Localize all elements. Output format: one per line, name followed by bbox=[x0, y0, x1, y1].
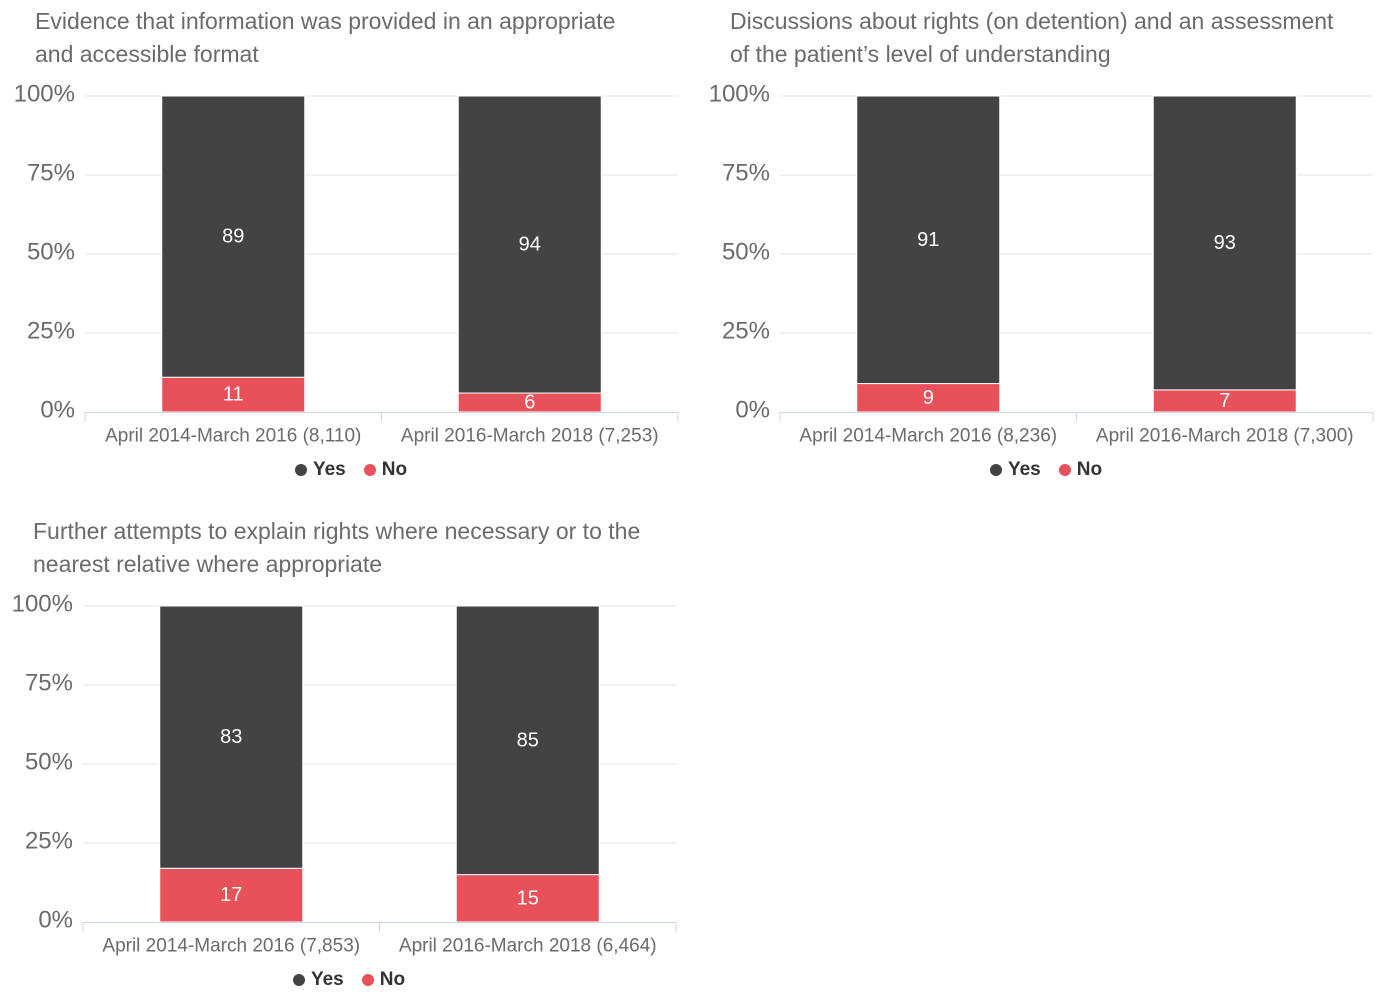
data-label-no: 9 bbox=[923, 387, 934, 409]
legend-label-no: No bbox=[381, 459, 408, 480]
data-label-yes: 89 bbox=[222, 226, 244, 248]
data-label-no: 17 bbox=[220, 884, 242, 906]
legend: Yes No bbox=[249, 968, 449, 992]
legend-label-yes: Yes bbox=[312, 459, 346, 480]
data-label-yes: 93 bbox=[1214, 232, 1236, 254]
y-axis-label: 50% bbox=[25, 749, 73, 776]
legend: Yes No bbox=[946, 458, 1146, 482]
bar-segment-yes bbox=[856, 95, 1001, 385]
legend-item-no[interactable]: No bbox=[361, 968, 406, 992]
bar-segment-no bbox=[159, 867, 304, 923]
bar-segment-no bbox=[455, 874, 600, 923]
y-axis-label: 0% bbox=[40, 397, 75, 424]
bar-segment-yes bbox=[1152, 95, 1297, 391]
y-axis-label: 50% bbox=[722, 239, 770, 266]
bar-segment-yes bbox=[159, 605, 304, 869]
bar-segment-yes bbox=[455, 605, 600, 876]
stacked-bar-chart: 0% 25% 50% 75% 100% 17 83 April 2014-March 2016… bbox=[12, 591, 677, 957]
legend-item-no[interactable]: No bbox=[1058, 458, 1103, 482]
legend-marker-yes bbox=[292, 974, 305, 986]
bar-segment-yes bbox=[161, 95, 306, 378]
chart-panel-information-format: Evidence that information was provided i… bbox=[0, 0, 681, 482]
chart-title: Evidence that information was provided i… bbox=[35, 8, 616, 67]
y-axis-label: 100% bbox=[709, 81, 770, 108]
legend-item-yes[interactable]: Yes bbox=[989, 458, 1041, 482]
legend-marker-no bbox=[363, 464, 376, 476]
y-axis-label: 50% bbox=[27, 239, 75, 266]
data-label-yes: 91 bbox=[917, 229, 939, 251]
legend-marker-yes bbox=[989, 464, 1002, 476]
y-axis-label: 25% bbox=[25, 828, 73, 855]
legend-label-no: No bbox=[379, 969, 406, 990]
bar-segment-no bbox=[856, 383, 1001, 413]
x-axis-category-label: April 2014-March 2016 (7,853) bbox=[102, 936, 360, 957]
y-axis-label: 0% bbox=[735, 397, 770, 424]
chart-title: Further attempts to explain rights where… bbox=[33, 518, 641, 577]
x-axis-category-label: April 2016-March 2018 (7,253) bbox=[401, 426, 659, 447]
y-axis-label: 25% bbox=[27, 318, 75, 345]
legend-label-no: No bbox=[1076, 459, 1103, 480]
chart-title: Discussions about rights (on detention) … bbox=[730, 8, 1334, 67]
y-axis-label: 75% bbox=[25, 670, 73, 697]
data-label-yes: 83 bbox=[220, 726, 242, 748]
data-label-no: 7 bbox=[1219, 390, 1230, 412]
stacked-bar-chart: 0% 25% 50% 75% 100% 9 91 April 2014-March 2016 … bbox=[709, 81, 1374, 447]
legend-marker-no bbox=[361, 974, 374, 986]
stacked-bar-chart: 0% 25% 50% 75% 100% 11 89 April 2014-March 2016… bbox=[14, 81, 679, 447]
x-axis-category-label: April 2014-March 2016 (8,236) bbox=[799, 426, 1057, 447]
y-axis-label: 100% bbox=[12, 591, 73, 618]
data-label-no: 6 bbox=[524, 392, 535, 414]
legend-item-yes[interactable]: Yes bbox=[294, 458, 346, 482]
data-label-yes: 85 bbox=[517, 729, 539, 751]
data-label-no: 15 bbox=[517, 887, 539, 909]
y-axis-label: 75% bbox=[722, 160, 770, 187]
y-axis-label: 0% bbox=[38, 907, 73, 934]
y-axis-label: 100% bbox=[14, 81, 75, 108]
legend: Yes No bbox=[251, 458, 451, 482]
legend-item-no[interactable]: No bbox=[363, 458, 408, 482]
chart-panel-further-attempts: Further attempts to explain rights where… bbox=[0, 510, 679, 992]
legend-marker-no bbox=[1058, 464, 1071, 476]
chart-panel-rights-discussion: Discussions about rights (on detention) … bbox=[695, 0, 1376, 482]
x-axis-category-label: April 2016-March 2018 (7,300) bbox=[1096, 426, 1354, 447]
legend-marker-yes bbox=[294, 464, 307, 476]
x-axis-category-label: April 2014-March 2016 (8,110) bbox=[105, 426, 361, 447]
data-label-yes: 94 bbox=[519, 234, 541, 256]
y-axis-label: 75% bbox=[27, 160, 75, 187]
x-axis-category-label: April 2016-March 2018 (6,464) bbox=[399, 936, 657, 957]
legend-item-yes[interactable]: Yes bbox=[292, 968, 344, 992]
bar-segment-yes bbox=[457, 95, 602, 394]
legend-label-yes: Yes bbox=[310, 969, 344, 990]
legend-label-yes: Yes bbox=[1007, 459, 1041, 480]
y-axis-label: 25% bbox=[722, 318, 770, 345]
data-label-no: 11 bbox=[223, 384, 244, 406]
